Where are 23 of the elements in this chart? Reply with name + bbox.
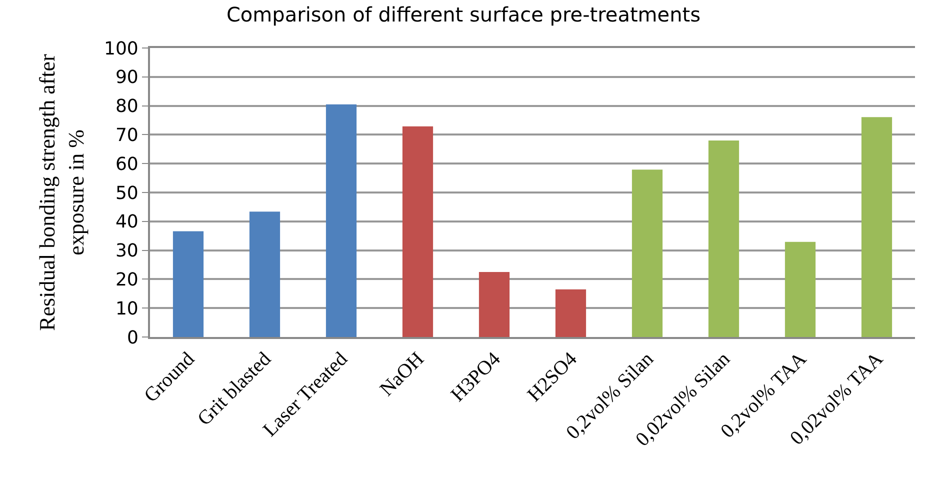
bar [708,140,740,337]
y-tick-label: 50 [115,182,138,204]
bar [402,126,434,337]
y-tick-label: 0 [126,327,138,348]
bar [249,212,280,337]
y-tick-label: 60 [115,154,138,175]
y-tick-label: 90 [115,67,138,88]
y-tick-label: 20 [115,270,138,290]
y-tick-label: 30 [115,240,138,262]
y-tick-label: 80 [115,96,138,118]
bar [784,242,816,337]
y-tick-label: 100 [104,38,138,60]
bar [861,117,892,337]
y-tick-label: 70 [115,125,138,146]
y-tick-label: 40 [115,212,138,233]
bar [632,170,663,337]
bar [326,104,357,337]
bar [172,231,204,337]
chart-title: Comparison of different surface pre-treatments [226,2,701,26]
y-tick-label: 10 [115,298,138,320]
bar [478,272,510,337]
y-axis-title: Residual bonding strength after exposure in % [34,53,88,331]
bar [555,289,586,337]
